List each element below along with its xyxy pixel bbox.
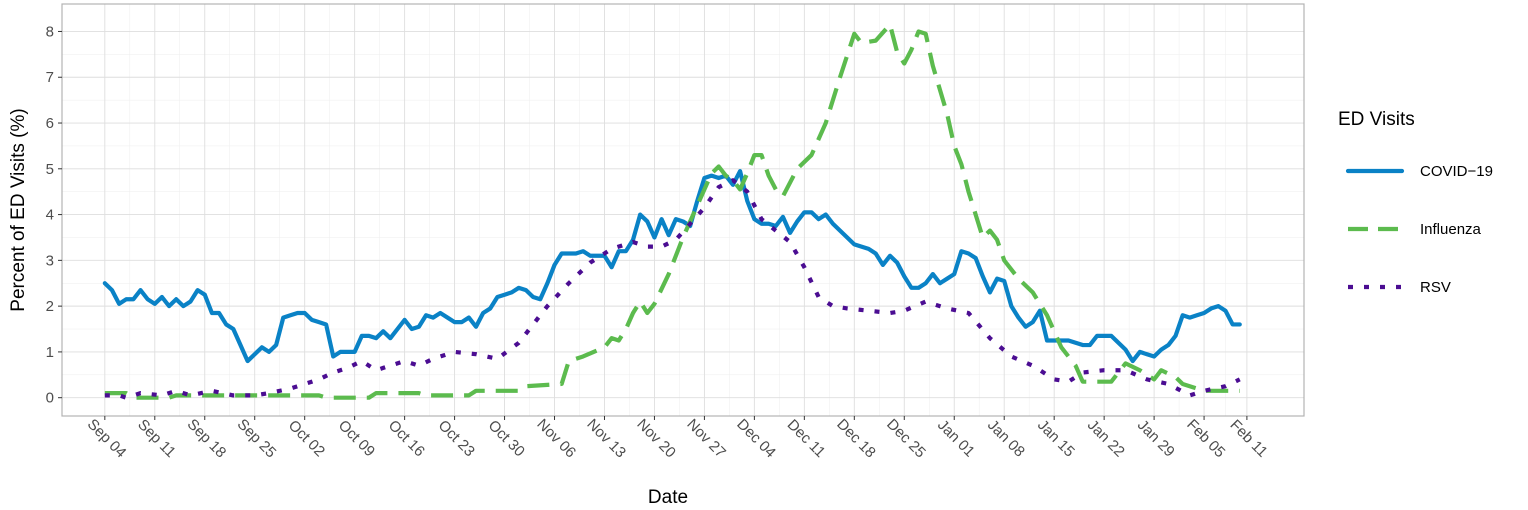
x-tick-label: Jan 15 xyxy=(1034,417,1078,461)
legend-label-1: Influenza xyxy=(1420,221,1482,238)
y-tick-label: 3 xyxy=(46,252,54,269)
x-tick-label: Oct 23 xyxy=(435,417,478,460)
legend-label-2: RSV xyxy=(1420,279,1451,296)
x-tick-label: Nov 20 xyxy=(633,416,679,462)
y-axis: 0 1 2 3 4 5 6 7 8 xyxy=(46,23,62,407)
x-tick-label: Sep 18 xyxy=(184,416,230,462)
x-tick-label: Jan 01 xyxy=(934,417,978,461)
y-tick-label: 2 xyxy=(46,298,54,315)
x-tick-label: Jan 29 xyxy=(1134,417,1178,461)
y-tick-label: 8 xyxy=(46,23,54,40)
x-tick-label: Feb 11 xyxy=(1227,416,1271,460)
x-tick-label: Feb 05 xyxy=(1183,416,1228,461)
grid-minor xyxy=(62,4,1304,416)
series-line-1 xyxy=(104,22,1240,400)
x-tick-label: Nov 27 xyxy=(683,416,729,462)
x-tick-label: Oct 30 xyxy=(485,417,528,460)
x-axis: Sep 04 Sep 11 Sep 18 Sep 25 Oct 02 Oct 09 Oct … xyxy=(84,416,1271,462)
legend-label-0: COVID−19 xyxy=(1420,163,1493,180)
x-tick-label: Jan 22 xyxy=(1084,417,1128,461)
x-tick-label: Sep 04 xyxy=(84,416,130,462)
x-tick-label: Oct 09 xyxy=(335,417,378,460)
plot-series xyxy=(102,22,1242,400)
series-line-2 xyxy=(104,178,1241,400)
x-tick-label: Dec 25 xyxy=(883,416,929,462)
x-tick-label: Nov 06 xyxy=(533,416,579,462)
y-axis-title: Percent of ED Visits (%) xyxy=(8,108,29,311)
x-tick-label: Nov 13 xyxy=(583,416,629,462)
series-line-0 xyxy=(102,168,1242,364)
x-tick-label: Oct 16 xyxy=(385,417,428,460)
x-tick-label: Sep 25 xyxy=(234,416,280,462)
plot-panel-border xyxy=(61,3,1305,417)
x-axis-title: Date xyxy=(648,487,688,508)
y-tick-label: 0 xyxy=(46,390,54,407)
y-tick-label: 1 xyxy=(46,344,54,361)
x-tick-label: Jan 08 xyxy=(984,417,1028,461)
x-tick-label: Dec 11 xyxy=(784,416,829,461)
legend: ED Visits COVID−19 Influenza RSV xyxy=(1338,109,1493,296)
y-tick-label: 7 xyxy=(46,69,54,86)
x-tick-label: Dec 04 xyxy=(733,416,779,462)
x-tick-label: Oct 02 xyxy=(285,417,328,460)
y-tick-label: 5 xyxy=(46,161,54,178)
y-tick-label: 4 xyxy=(46,207,54,224)
y-tick-label: 6 xyxy=(46,115,54,132)
grid-major xyxy=(62,4,1304,416)
x-tick-label: Sep 11 xyxy=(134,416,179,461)
x-tick-label: Dec 18 xyxy=(833,416,879,462)
legend-title: ED Visits xyxy=(1338,109,1415,130)
